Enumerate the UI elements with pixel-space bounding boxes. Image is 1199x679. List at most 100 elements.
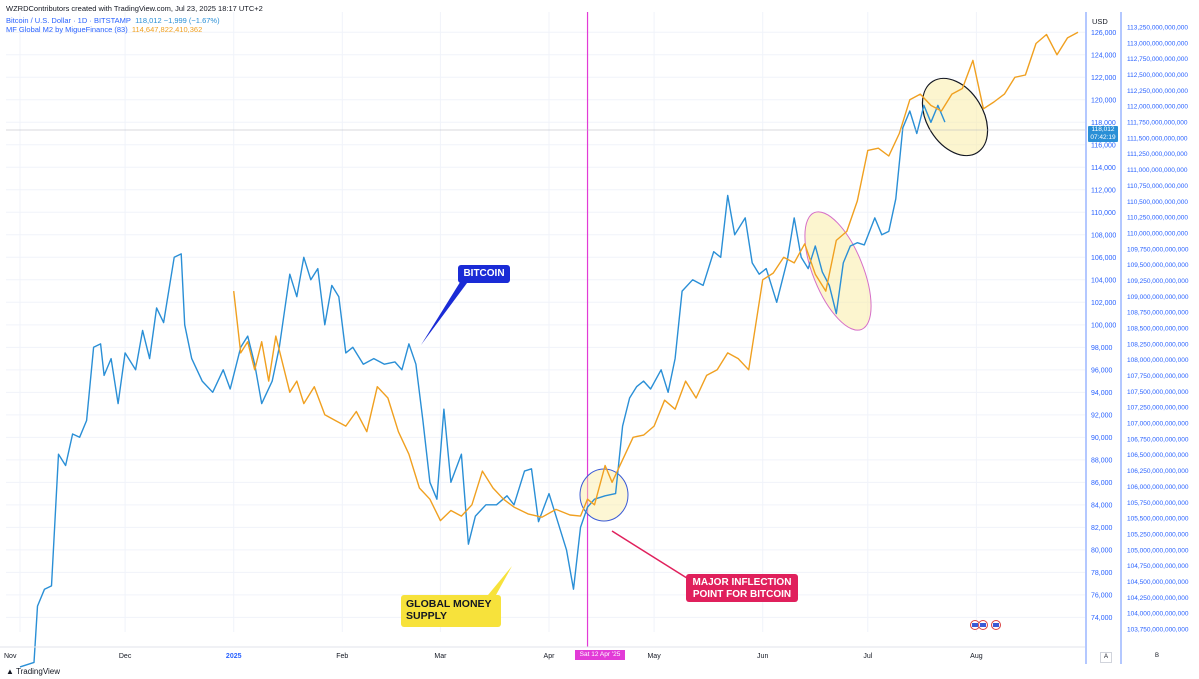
y-tick-label-m2: 106,750,000,000,000 bbox=[1127, 436, 1189, 443]
last-price-time: 07:42:19 bbox=[1090, 134, 1116, 141]
legend-bitcoin[interactable]: Bitcoin / U.S. Dollar · 1D · BITSTAMP 11… bbox=[6, 16, 220, 25]
y-tick-label-usd: 126,000 bbox=[1091, 30, 1116, 37]
x-tick-label: Dec bbox=[119, 653, 132, 660]
y-tick-label-m2: 110,250,000,000,000 bbox=[1127, 215, 1188, 222]
y-tick-label-m2: 109,750,000,000,000 bbox=[1127, 246, 1189, 253]
axes: Nov Dec 2025 Feb Mar Apr May Jun Jul Aug 74,000 76,… bbox=[0, 12, 1189, 664]
y-tick-label-usd: 80,000 bbox=[1091, 547, 1113, 554]
x-tick-label: Jul bbox=[863, 653, 872, 660]
event-flags bbox=[970, 620, 1001, 630]
currency-label: USD bbox=[1092, 17, 1108, 26]
y-tick-label-m2: 105,500,000,000,000 bbox=[1127, 516, 1189, 523]
y-tick-label-m2: 108,250,000,000,000 bbox=[1127, 341, 1189, 348]
x-tick-label: Jun bbox=[757, 653, 768, 660]
legend-bitcoin-values: 118,012 −1,999 (−1.67%) bbox=[135, 16, 220, 25]
x-tick-label: Apr bbox=[544, 653, 556, 660]
series-lines bbox=[19, 31, 1079, 668]
y-tick-label-m2: 104,500,000,000,000 bbox=[1127, 579, 1189, 586]
y-tick-label-m2: 109,000,000,000,000 bbox=[1127, 294, 1189, 301]
y-tick-label-m2: 107,750,000,000,000 bbox=[1127, 373, 1189, 380]
x-tick-label: Nov bbox=[4, 653, 17, 660]
y-tick-label-usd: 82,000 bbox=[1091, 525, 1113, 532]
inflection-callout-pointer bbox=[611, 530, 691, 581]
y-tick-label-usd: 114,000 bbox=[1091, 165, 1116, 172]
y-tick-label-m2: 104,000,000,000,000 bbox=[1127, 611, 1189, 618]
y-tick-label-m2: 113,000,000,000,000 bbox=[1127, 40, 1188, 47]
callout-pointers bbox=[421, 279, 691, 595]
y-tick-label-usd: 120,000 bbox=[1091, 97, 1116, 104]
y-tick-label-usd: 102,000 bbox=[1091, 300, 1116, 307]
y-tick-label-m2: 108,750,000,000,000 bbox=[1127, 310, 1189, 317]
y-tick-label-usd: 100,000 bbox=[1091, 322, 1116, 329]
y-tick-label-m2: 110,750,000,000,000 bbox=[1127, 183, 1188, 190]
y-tick-label-m2: 103,750,000,000,000 bbox=[1127, 627, 1189, 634]
y-tick-label-usd: 124,000 bbox=[1091, 52, 1116, 59]
y-tick-label-m2: 108,500,000,000,000 bbox=[1127, 326, 1189, 333]
x-tick-label: Feb bbox=[336, 653, 348, 660]
tradingview-icon: ▲ bbox=[6, 667, 14, 676]
money-callout-line2: SUPPLY bbox=[406, 610, 448, 622]
y-tick-label-usd: 92,000 bbox=[1091, 412, 1113, 419]
y-tick-label-m2: 105,000,000,000,000 bbox=[1127, 547, 1189, 554]
inflection-callout-line1: MAJOR INFLECTION bbox=[692, 577, 792, 588]
y-tick-label-m2: 112,250,000,000,000 bbox=[1127, 88, 1188, 95]
bitcoin-callout-pointer bbox=[421, 279, 470, 345]
y-tick-label-usd: 116,000 bbox=[1091, 142, 1116, 149]
y-tick-label-m2: 104,750,000,000,000 bbox=[1127, 563, 1189, 570]
y-tick-label-usd: 76,000 bbox=[1091, 592, 1113, 599]
y-tick-label-usd: 110,000 bbox=[1091, 210, 1116, 217]
y-tick-label-m2: 107,000,000,000,000 bbox=[1127, 421, 1189, 428]
tradingview-wordmark: TradingView bbox=[16, 667, 61, 676]
global-money-supply-callout: GLOBAL MONEY SUPPLY bbox=[401, 595, 501, 627]
y-tick-label-usd: 88,000 bbox=[1091, 457, 1113, 464]
y-tick-label-usd: 96,000 bbox=[1091, 367, 1113, 374]
june-divergence-highlight bbox=[804, 211, 872, 331]
y-tick-label-m2: 107,250,000,000,000 bbox=[1127, 405, 1189, 412]
y-tick-label-m2: 112,750,000,000,000 bbox=[1127, 56, 1188, 63]
y-tick-label-m2: 107,500,000,000,000 bbox=[1127, 389, 1189, 396]
us-flag-event-icon-fill bbox=[993, 623, 999, 627]
y-tick-label-m2: 110,500,000,000,000 bbox=[1127, 199, 1188, 206]
y-tick-label-usd: 118,000 bbox=[1091, 120, 1116, 127]
us-flag-event-icon-fill bbox=[972, 623, 978, 627]
inflection-callout-line2: POINT FOR BITCOIN bbox=[692, 589, 792, 600]
y-tick-label-m2: 111,750,000,000,000 bbox=[1127, 120, 1188, 127]
y-tick-label-m2: 109,500,000,000,000 bbox=[1127, 262, 1189, 269]
scale-b-button[interactable]: B bbox=[1154, 653, 1159, 659]
y-tick-label-usd: 78,000 bbox=[1091, 570, 1113, 577]
last-price-value: 118,012 bbox=[1091, 126, 1115, 133]
auto-scale-button[interactable]: A bbox=[1100, 652, 1112, 663]
legend-m2-value: 114,647,822,410,362 bbox=[131, 25, 203, 34]
x-tick-label: Mar bbox=[434, 653, 447, 660]
y-tick-label-usd: 104,000 bbox=[1091, 277, 1116, 284]
grid-lines bbox=[6, 12, 1085, 632]
global-m2-line bbox=[233, 31, 1079, 522]
y-tick-label-usd: 98,000 bbox=[1091, 345, 1113, 352]
money-callout-line1: GLOBAL MONEY bbox=[406, 598, 492, 610]
y-tick-label-m2: 105,250,000,000,000 bbox=[1127, 531, 1189, 538]
april-bottom-highlight bbox=[579, 468, 629, 522]
legend-global-m2[interactable]: MF Global M2 by MigueFinance (83) 114,64… bbox=[6, 25, 202, 34]
legend-m2-label: MF Global M2 by MigueFinance (83) bbox=[6, 25, 128, 34]
y-tick-label-m2: 109,250,000,000,000 bbox=[1127, 278, 1189, 285]
y-tick-label-m2: 110,000,000,000,000 bbox=[1127, 230, 1188, 237]
y-tick-label-usd: 86,000 bbox=[1091, 480, 1113, 487]
y-tick-label-m2: 105,750,000,000,000 bbox=[1127, 500, 1189, 507]
y-tick-label-m2: 106,000,000,000,000 bbox=[1127, 484, 1189, 491]
y-tick-label-usd: 84,000 bbox=[1091, 502, 1113, 509]
y-tick-label-usd: 94,000 bbox=[1091, 390, 1113, 397]
marker-date-tag: Sat 12 Apr '25 bbox=[575, 650, 625, 660]
y-tick-label-usd: 106,000 bbox=[1091, 255, 1116, 262]
y-tick-label-usd: 112,000 bbox=[1091, 187, 1116, 194]
chart-credit: WZRDContributors created with TradingVie… bbox=[6, 4, 263, 13]
y-tick-label-m2: 112,500,000,000,000 bbox=[1127, 72, 1188, 79]
bitcoin-callout: BITCOIN bbox=[458, 265, 510, 283]
y-tick-label-m2: 111,250,000,000,000 bbox=[1127, 151, 1188, 158]
legend-bitcoin-label: Bitcoin / U.S. Dollar · 1D · BITSTAMP bbox=[6, 16, 131, 25]
money-callout-pointer bbox=[488, 566, 512, 595]
x-tick-label: 2025 bbox=[226, 653, 242, 660]
y-tick-label-usd: 122,000 bbox=[1091, 75, 1116, 82]
x-tick-label: Aug bbox=[970, 653, 983, 660]
y-tick-label-m2: 112,000,000,000,000 bbox=[1127, 104, 1188, 111]
